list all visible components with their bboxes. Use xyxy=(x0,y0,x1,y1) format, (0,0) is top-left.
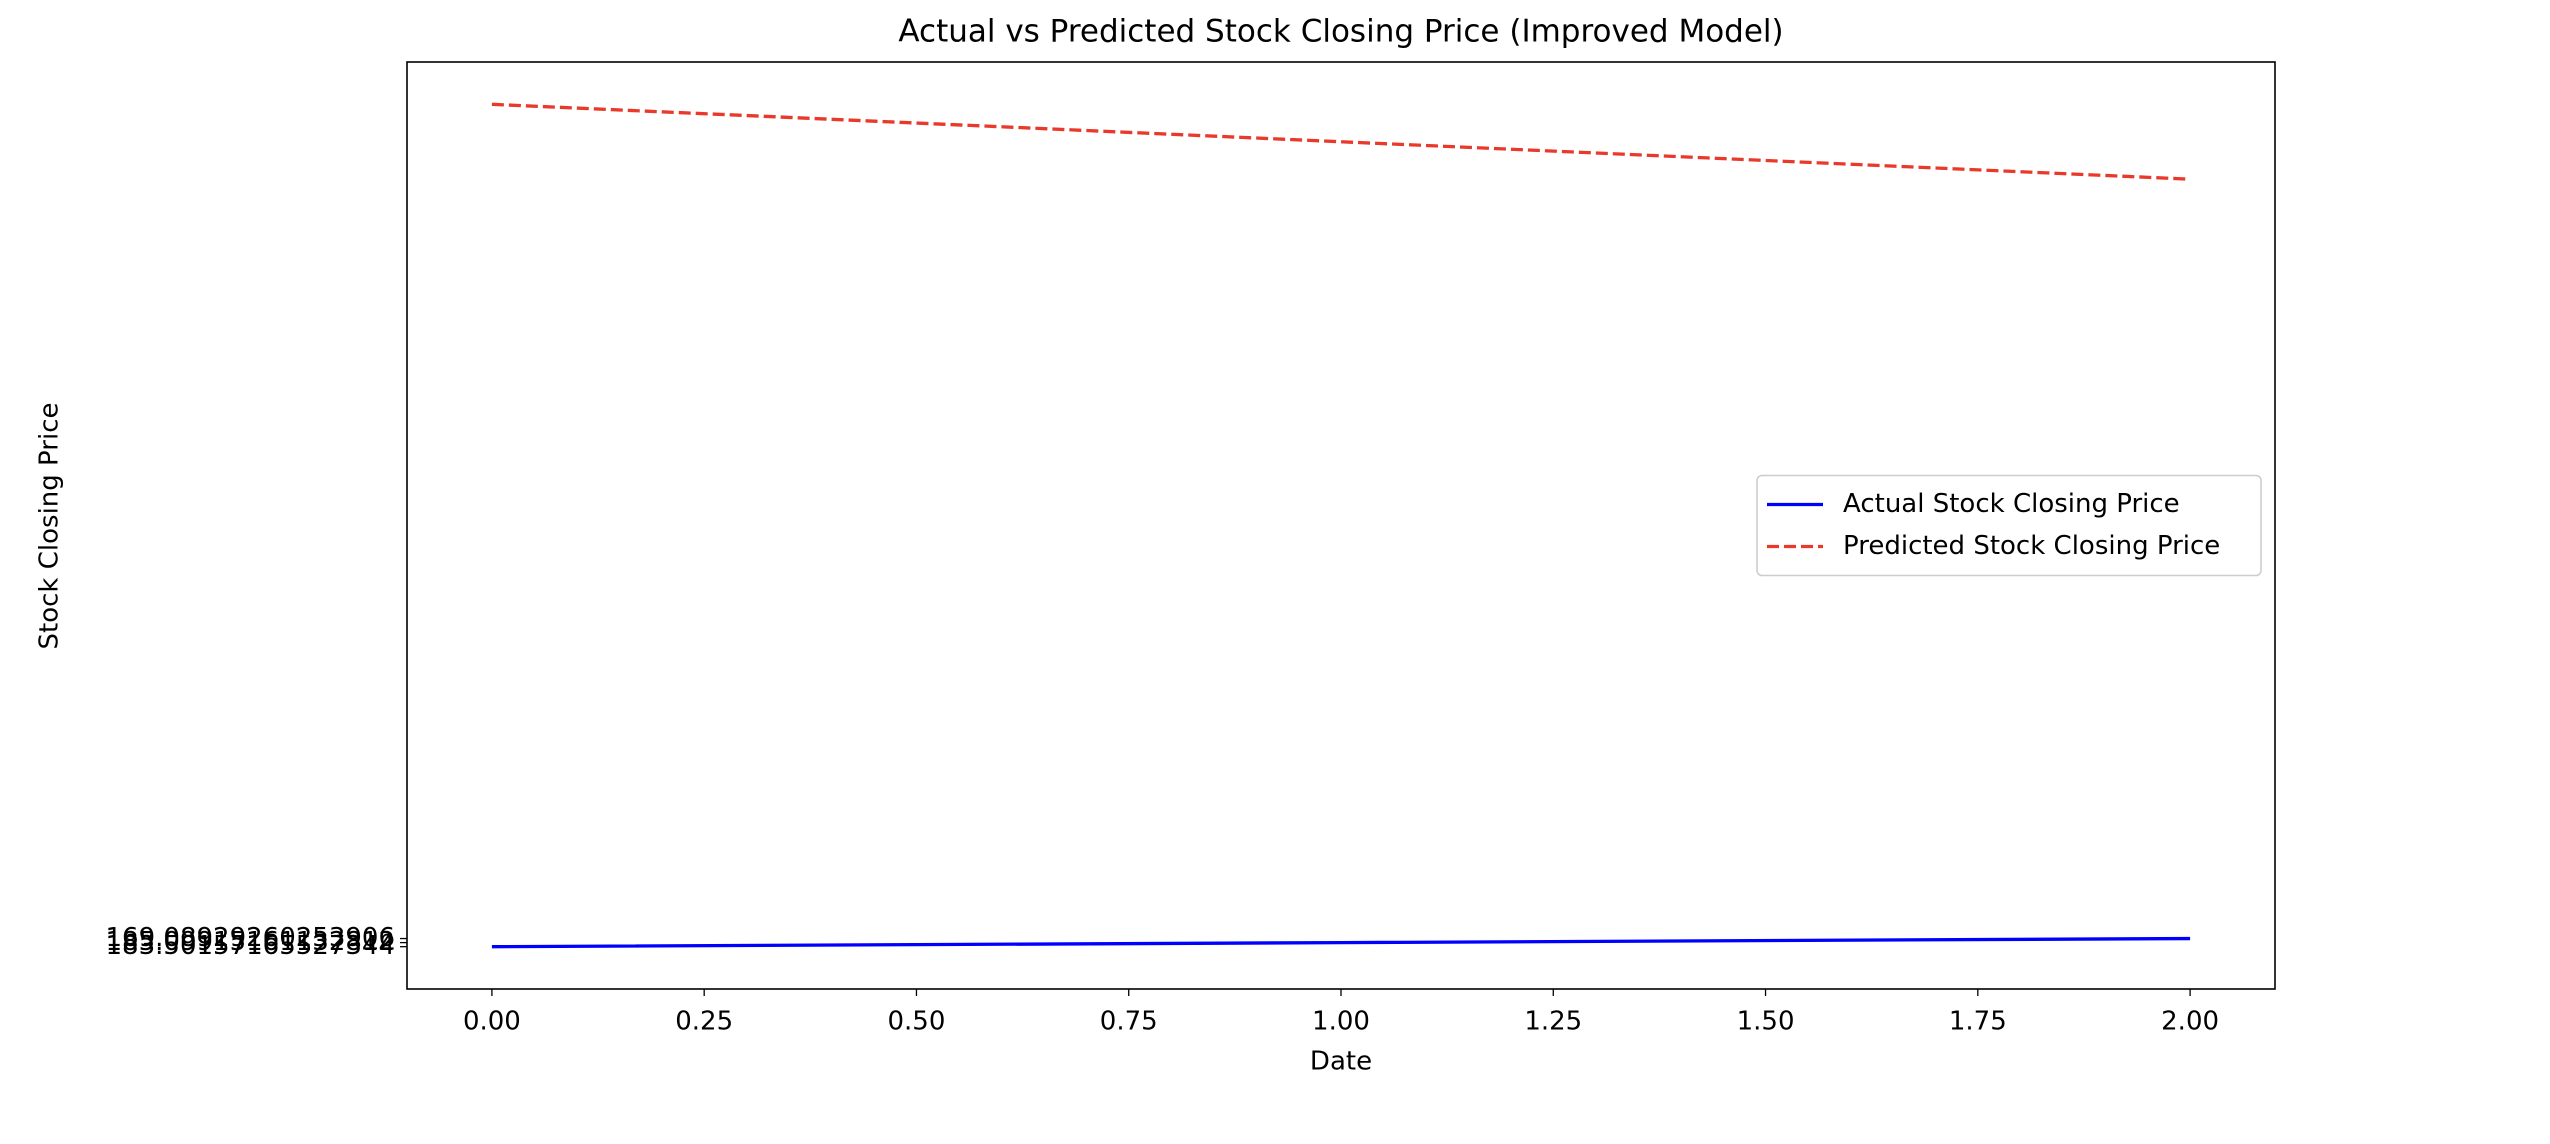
legend-box xyxy=(1756,474,2262,577)
chart-title: Actual vs Predicted Stock Closing Price … xyxy=(898,14,1783,50)
x-tick-label: 0.00 xyxy=(463,1007,521,1037)
legend-label: Actual Stock Closing Price xyxy=(1843,489,2180,519)
x-tick-label: 1.75 xyxy=(1949,1007,2007,1037)
line-series xyxy=(491,936,2191,949)
x-tick-label: 0.75 xyxy=(1100,1007,1158,1037)
y-axis-label: Stock Closing Price xyxy=(35,403,65,650)
x-axis-label: Date xyxy=(1310,1047,1372,1077)
line-series xyxy=(491,102,2191,181)
y-tick-label: 169.08929260253906 xyxy=(106,923,395,953)
x-tick-label: 1.50 xyxy=(1737,1007,1795,1037)
x-tick-label: 0.50 xyxy=(888,1007,946,1037)
x-tick-label: 1.25 xyxy=(1524,1007,1582,1037)
y-tick-label: 185.09915161132812 xyxy=(106,927,395,957)
legend-label: Predicted Stock Closing Price xyxy=(1843,531,2220,561)
x-tick-label: 1.00 xyxy=(1312,1007,1370,1037)
y-tick-label: 183.50157165527344 xyxy=(106,931,395,961)
plot-frame xyxy=(406,61,2276,990)
x-tick-label: 2.00 xyxy=(2161,1007,2219,1037)
x-tick-label: 0.25 xyxy=(675,1007,733,1037)
